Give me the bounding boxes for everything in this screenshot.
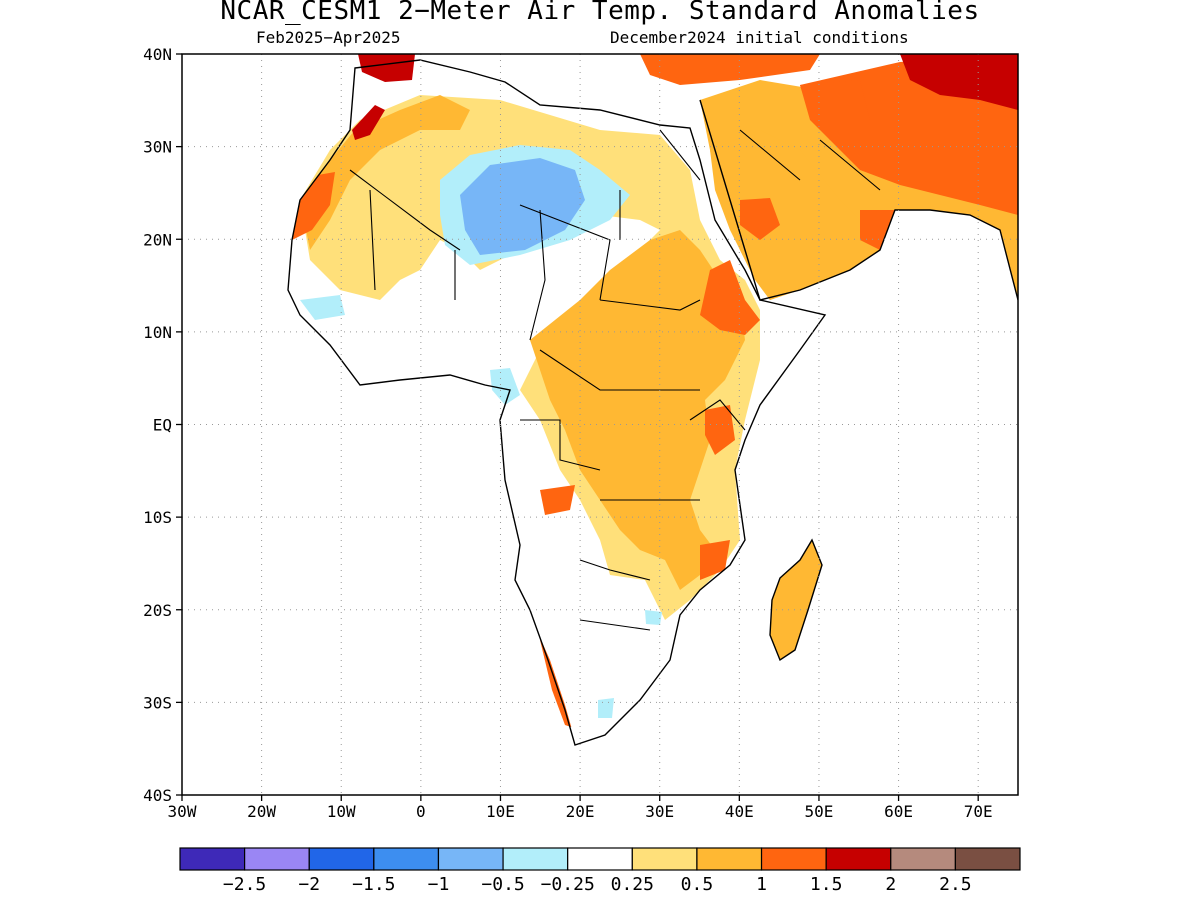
lat-tick-label: 40N bbox=[143, 45, 172, 64]
colorbar-label: −0.5 bbox=[481, 874, 524, 895]
europe-strip bbox=[640, 54, 820, 85]
lat-tick-label: EQ bbox=[153, 416, 172, 435]
lon-tick-label: 10W bbox=[327, 802, 356, 821]
colorbar-swatch bbox=[437, 847, 504, 871]
lon-tick-label: 10E bbox=[486, 802, 515, 821]
internal-borders bbox=[349, 129, 881, 631]
anom-deeporange-iraq bbox=[800, 80, 870, 140]
colorbar-swatch bbox=[760, 847, 827, 871]
colorbar-swatch bbox=[308, 847, 375, 871]
anom-cyan-westafrica bbox=[300, 295, 345, 320]
colorbar-swatch bbox=[179, 847, 246, 871]
colorbar-label: 0.25 bbox=[611, 874, 654, 895]
lon-tick-label: 30E bbox=[645, 802, 674, 821]
lat-tick-label: 40S bbox=[143, 786, 172, 805]
madagascar-coastline bbox=[769, 538, 823, 662]
lon-tick-label: 60E bbox=[884, 802, 913, 821]
graticule bbox=[182, 54, 1018, 795]
anom-deeporange-mozambique bbox=[700, 540, 730, 580]
madagascar bbox=[770, 540, 822, 660]
anomaly-shading bbox=[288, 54, 1018, 745]
lon-tick-label: 50E bbox=[804, 802, 833, 821]
anom-deeporange-nw bbox=[292, 172, 335, 240]
colorbar-swatch bbox=[631, 847, 698, 871]
period-subtitle: Feb2025−Apr2025 bbox=[256, 28, 401, 47]
anom-deeporange-saudi bbox=[740, 198, 780, 240]
lon-tick-label: 0 bbox=[416, 802, 426, 821]
colorbar-label: −2 bbox=[298, 874, 320, 895]
colorbar-swatch bbox=[567, 847, 633, 871]
colorbar-swatch bbox=[696, 847, 763, 871]
lon-tick-label: 70E bbox=[964, 802, 993, 821]
lon-tick-label: 20W bbox=[247, 802, 276, 821]
anom-deeporange-kenya bbox=[705, 405, 735, 455]
colorbar-label: −1.5 bbox=[352, 874, 395, 895]
anom-cyan-botswana bbox=[645, 610, 662, 625]
anom-deeporange-ethiopia bbox=[700, 260, 760, 335]
colorbar-label: 0.5 bbox=[681, 874, 714, 895]
init-subtitle: December2024 initial conditions bbox=[610, 28, 909, 47]
colorbar-label: 1 bbox=[756, 874, 767, 895]
colorbar: −2.5 −2 −1.5 −1 −0.5 −0.25 0.25 0.5 1 1.5 2 2.5 bbox=[179, 847, 1021, 895]
lat-tick-label: 20N bbox=[143, 230, 172, 249]
anom-deeporange-yemen bbox=[860, 210, 895, 250]
arabia-coastline bbox=[699, 99, 1018, 301]
lon-tick-label: 30W bbox=[168, 802, 197, 821]
colorbar-swatch bbox=[890, 847, 956, 871]
colorbar-swatch bbox=[373, 847, 440, 871]
lon-tick-label: 40E bbox=[725, 802, 754, 821]
anom-orange-arabia bbox=[710, 130, 870, 300]
anom-deeporange-morocco bbox=[352, 105, 385, 140]
map-title: NCAR_CESM1 2−Meter Air Temp. Standard An… bbox=[220, 0, 980, 26]
central-asia-region bbox=[900, 54, 1018, 110]
iberia-strip bbox=[358, 54, 415, 82]
anom-cyan-southafrica bbox=[598, 698, 614, 718]
anom-deeporange-angola bbox=[540, 485, 575, 515]
lat-tick-label: 10S bbox=[143, 508, 172, 527]
anom-orange-central bbox=[530, 230, 745, 590]
lat-tick-label: 10N bbox=[143, 323, 172, 342]
colorbar-label: 2 bbox=[885, 874, 896, 895]
colorbar-swatch bbox=[954, 847, 1021, 871]
lon-tick-label: 20E bbox=[566, 802, 595, 821]
colorbar-label: 2.5 bbox=[939, 874, 972, 895]
colorbar-label: −2.5 bbox=[223, 874, 266, 895]
colorbar-swatch bbox=[244, 847, 310, 871]
colorbar-label: −1 bbox=[428, 874, 450, 895]
lat-tick-label: 30S bbox=[143, 693, 172, 712]
colorbar-label: 1.5 bbox=[810, 874, 843, 895]
anom-cyan-guinea bbox=[490, 368, 520, 405]
coastlines bbox=[287, 59, 1018, 746]
colorbar-label: −0.25 bbox=[541, 874, 595, 895]
africa-coastline bbox=[287, 59, 827, 746]
lat-tick-label: 30N bbox=[143, 138, 172, 157]
colorbar-swatch bbox=[825, 847, 892, 871]
colorbar-swatch bbox=[502, 847, 569, 871]
anom-neutral-south bbox=[515, 580, 670, 740]
lat-tick-label: 20S bbox=[143, 601, 172, 620]
